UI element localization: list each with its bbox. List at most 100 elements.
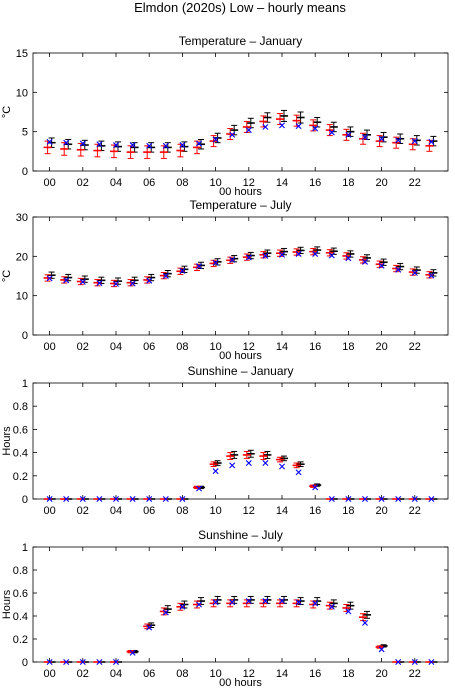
data-point <box>129 496 136 502</box>
y-tick-label: 10 <box>16 291 28 303</box>
data-point <box>162 609 169 616</box>
data-point <box>411 138 418 145</box>
data-point <box>428 496 435 502</box>
x-tick-label: 02 <box>77 668 89 680</box>
panel-title: Sunshine – January <box>187 364 293 378</box>
x-tick-label: 18 <box>342 505 354 517</box>
data-point <box>179 496 186 502</box>
data-point <box>229 599 236 606</box>
x-tick-label: 00 <box>43 177 55 189</box>
data-point <box>295 469 302 476</box>
data-point <box>212 259 219 266</box>
panel-1: Temperature – January 0 5 10 15 00 02 04 06 08 10 1… <box>1 34 449 198</box>
data-point <box>63 139 70 146</box>
panel-2: Temperature – July 0 10 20 30 00 02 04 06 08 10 12 1… <box>1 198 449 362</box>
plot-frame <box>32 216 449 336</box>
data-point <box>46 659 53 665</box>
data-point <box>179 142 186 149</box>
data-point <box>229 131 236 138</box>
data-point <box>113 496 119 502</box>
data-point <box>196 485 202 492</box>
data-point <box>428 138 435 145</box>
x-axis-label: 00 hours <box>219 677 262 689</box>
plot-frame <box>32 52 449 172</box>
x-tick-label: 14 <box>276 341 288 353</box>
data-point <box>46 138 53 145</box>
x-tick-label: 18 <box>342 668 354 680</box>
y-tick-label: 0.4 <box>13 448 28 460</box>
x-tick-label: 20 <box>375 341 387 353</box>
x-tick-label: 16 <box>309 505 321 517</box>
x-tick-label: 20 <box>375 668 387 680</box>
x-tick-label: 22 <box>409 341 421 353</box>
series-black <box>47 109 438 153</box>
series-black <box>47 449 438 500</box>
x-tick-label: 12 <box>243 341 255 353</box>
data-point <box>328 129 335 136</box>
x-tick-label: 10 <box>209 668 221 680</box>
data-point <box>212 468 219 475</box>
panel-title: Sunshine – July <box>198 528 283 542</box>
series-blue <box>46 598 435 665</box>
y-tick-label: 0 <box>22 657 28 669</box>
data-point <box>411 496 418 502</box>
data-point <box>279 463 285 470</box>
data-point <box>162 273 169 279</box>
data-point <box>411 659 418 665</box>
data-point <box>279 598 285 605</box>
panel-title: Temperature – January <box>179 34 302 48</box>
y-tick-label: 0.2 <box>13 634 28 646</box>
data-point <box>245 460 252 467</box>
data-point <box>96 280 103 287</box>
data-point <box>411 269 418 276</box>
x-axis-label: 00 hours <box>219 186 262 198</box>
data-point <box>395 496 402 502</box>
x-tick-label: 20 <box>375 505 387 517</box>
data-point <box>196 601 202 608</box>
y-tick-label: 15 <box>16 48 28 60</box>
plot-frame <box>32 546 449 663</box>
x-tick-label: 04 <box>110 668 122 680</box>
data-point <box>345 131 352 138</box>
y-tick-label: 0.4 <box>13 611 28 623</box>
series-red <box>43 599 434 663</box>
series-blue <box>46 122 435 149</box>
data-point <box>378 496 385 502</box>
plot-frame <box>32 382 449 500</box>
x-tick-label: 00 <box>43 341 55 353</box>
x-tick-label: 10 <box>209 341 221 353</box>
data-point <box>312 484 319 491</box>
y-tick-label: 10 <box>16 87 28 99</box>
data-point <box>113 659 119 665</box>
data-point <box>196 140 202 147</box>
panel-title: Temperature – July <box>189 198 291 212</box>
data-point <box>262 252 269 259</box>
x-tick-label: 16 <box>309 341 321 353</box>
series-blue <box>46 460 435 502</box>
x-tick-label: 12 <box>243 505 255 517</box>
data-point <box>229 256 236 263</box>
data-point <box>395 266 402 273</box>
figure-title: Elmdon (2020s) Low – hourly means <box>134 0 346 15</box>
x-tick-label: 04 <box>110 177 122 189</box>
x-tick-label: 06 <box>143 177 155 189</box>
y-axis-label: °C <box>1 106 13 118</box>
data-point <box>378 135 385 142</box>
data-point <box>113 280 119 287</box>
y-tick-label: 1 <box>22 378 28 390</box>
data-point <box>129 280 136 287</box>
data-point <box>312 600 319 607</box>
series-black <box>47 595 438 663</box>
data-point <box>362 134 368 141</box>
panel-3: Sunshine – January 0 0.2 0.4 0.6 0.8 1 00 02 04 06… <box>1 364 449 517</box>
data-point <box>362 619 368 626</box>
x-tick-label: 02 <box>77 505 89 517</box>
data-point <box>428 659 435 665</box>
data-point <box>162 496 169 502</box>
x-tick-label: 14 <box>276 505 288 517</box>
y-tick-label: 0.6 <box>13 424 28 436</box>
data-point <box>196 263 202 270</box>
x-tick-label: 08 <box>176 177 188 189</box>
x-tick-label: 12 <box>243 177 255 189</box>
